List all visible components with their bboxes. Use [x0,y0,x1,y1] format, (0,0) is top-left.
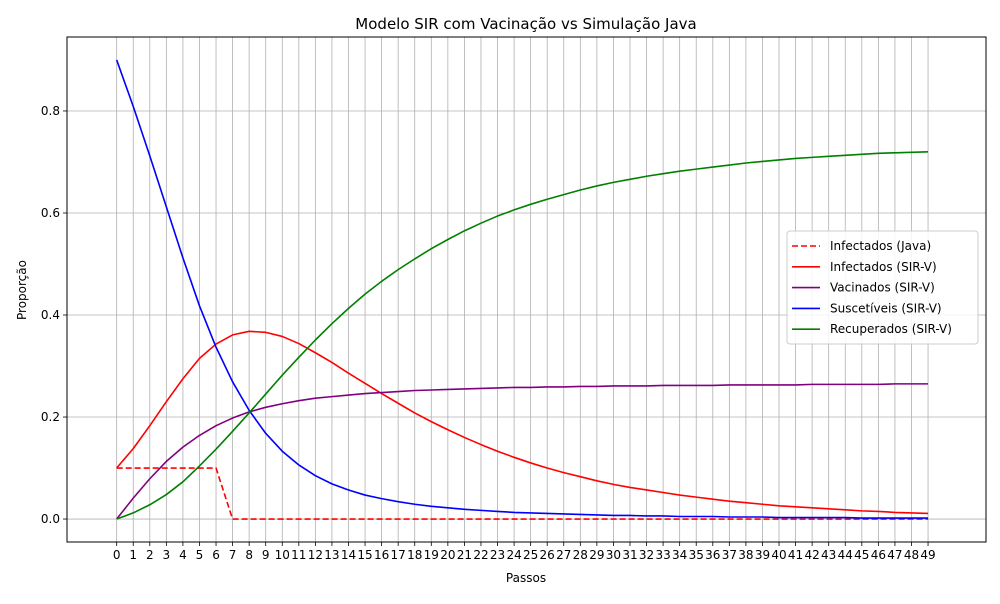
x-tick-label: 3 [163,548,171,562]
grid [67,37,986,542]
x-tick-label: 26 [540,548,555,562]
legend: Infectados (Java) Infectados (SIR-V) Vacin… [786,230,979,345]
y-tick-label: 0.8 [41,104,60,118]
x-tick-label: 2 [146,548,154,562]
x-tick-label: 31 [622,548,637,562]
x-tick-label: 30 [606,548,621,562]
legend-entry-2: Vacinados (SIR-V) [830,281,935,295]
chart-title: Modelo SIR com Vacinação vs Simulação Ja… [355,15,696,33]
x-tick-label: 23 [490,548,505,562]
x-tick-label: 0 [113,548,121,562]
x-tick-label: 27 [556,548,571,562]
x-tick-label: 11 [291,548,306,562]
x-tick-label: 29 [589,548,604,562]
plot-frame [66,36,987,543]
x-tick-label: 28 [573,548,588,562]
x-tick-label: 22 [473,548,488,562]
x-tick-label: 20 [440,548,455,562]
x-axis-label: Passos [506,571,546,585]
series-line-2 [116,383,929,520]
x-tick-label: 35 [689,548,704,562]
x-tick-label: 33 [655,548,670,562]
x-tick-label: 18 [407,548,422,562]
series-line-1 [116,330,929,515]
legend-entry-0: Infectados (Java) [830,239,931,253]
x-tick-label: 32 [639,548,654,562]
x-tick-label: 46 [871,548,886,562]
legend-box [786,230,979,345]
x-tick-label: 24 [506,548,521,562]
x-tick-label: 19 [424,548,439,562]
legend-entry-4: Recuperados (SIR-V) [830,322,952,336]
series-line-0 [116,467,929,520]
x-tick-label: 6 [212,548,220,562]
y-tick-label: 0.6 [41,206,60,220]
y-tick-label: 0.0 [41,512,60,526]
x-tick-label: 17 [391,548,406,562]
legend-entry-3: Suscetíveis (SIR-V) [830,301,942,315]
x-tick-label: 1 [129,548,137,562]
y-tick-label: 0.4 [41,308,60,322]
x-tick-label: 39 [755,548,770,562]
x-tick-label: 40 [771,548,786,562]
x-tick-label: 7 [229,548,237,562]
y-tick-label: 0.2 [41,410,60,424]
x-tick-label: 36 [705,548,720,562]
series-line-3 [115,59,929,519]
x-tick-label: 14 [341,548,356,562]
x-tick-label: 13 [324,548,339,562]
legend-entry-1: Infectados (SIR-V) [830,260,937,274]
x-tick-label: 43 [821,548,836,562]
x-tick-label: 34 [672,548,687,562]
x-tick-label: 47 [887,548,902,562]
x-tick-label: 9 [262,548,270,562]
y-axis-label: Proporção [15,260,29,320]
x-tick-label: 42 [804,548,819,562]
x-tick-label: 4 [179,548,187,562]
x-tick-label: 8 [245,548,253,562]
series-group [115,59,929,520]
x-tick-label: 38 [738,548,753,562]
x-tick-label: 44 [838,548,853,562]
x-tick-label: 15 [357,548,372,562]
y-axis: 0.0 0.2 0.4 0.6 0.8 [41,104,67,526]
x-tick-label: 49 [920,548,935,562]
x-axis: 0 1 2 3 4 5 6 7 8 9 10 11 12 13 14 15 16 17 18 19 20 21 22 23 24… [113,542,936,562]
x-tick-label: 12 [308,548,323,562]
x-tick-label: 41 [788,548,803,562]
x-tick-label: 16 [374,548,389,562]
x-tick-label: 5 [196,548,204,562]
series-line-4 [116,150,929,520]
x-tick-label: 21 [457,548,472,562]
x-tick-label: 10 [275,548,290,562]
x-tick-label: 37 [722,548,737,562]
x-tick-label: 48 [904,548,919,562]
x-tick-label: 25 [523,548,538,562]
x-tick-label: 45 [854,548,869,562]
